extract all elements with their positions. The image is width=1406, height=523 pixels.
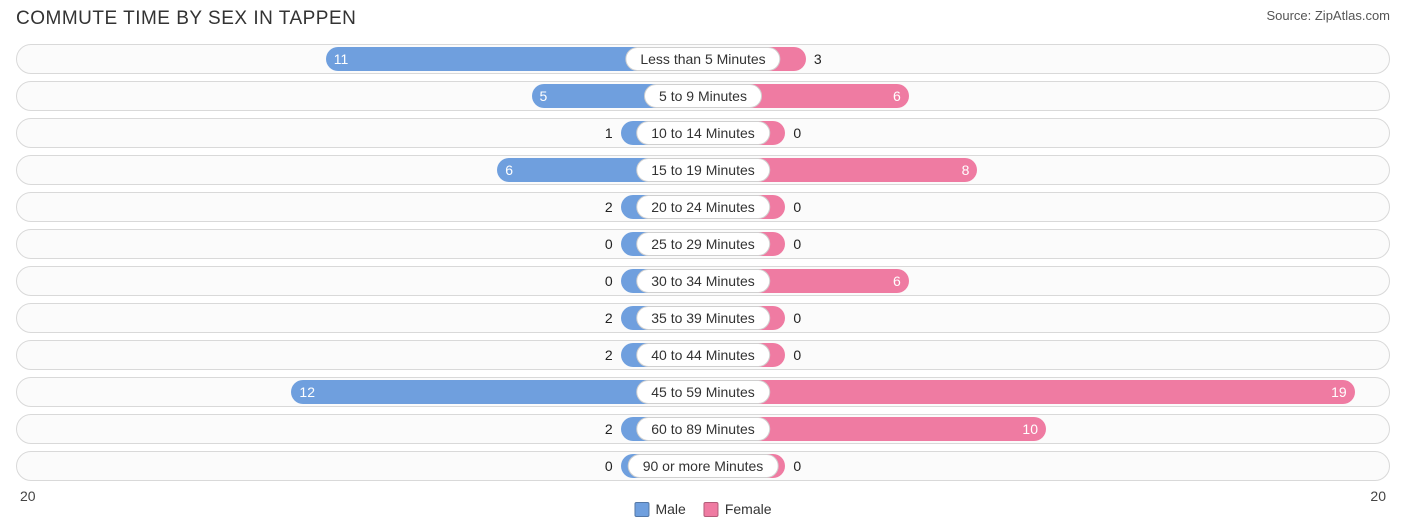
category-label: 25 to 29 Minutes (636, 232, 770, 256)
category-label: 60 to 89 Minutes (636, 417, 770, 441)
chart-row: 11 3 Less than 5 Minutes (16, 44, 1390, 74)
bar-female: 19 (703, 380, 1355, 404)
value-female: 3 (814, 47, 822, 71)
source-attribution: Source: ZipAtlas.com (1266, 8, 1390, 23)
value-male: 1 (605, 121, 613, 145)
category-label: 40 to 44 Minutes (636, 343, 770, 367)
legend-item-female: Female (704, 501, 772, 517)
value-male: 0 (605, 454, 613, 478)
axis-right-max: 20 (1370, 488, 1386, 504)
value-male: 11 (334, 47, 349, 71)
chart-row: 0 6 30 to 34 Minutes (16, 266, 1390, 296)
value-female: 0 (793, 195, 801, 219)
chart-row: 2 10 60 to 89 Minutes (16, 414, 1390, 444)
category-label: 10 to 14 Minutes (636, 121, 770, 145)
value-male: 2 (605, 195, 613, 219)
value-male: 2 (605, 306, 613, 330)
value-female: 0 (793, 343, 801, 367)
chart-title: Commute Time By Sex in Tappen (16, 8, 356, 30)
category-label: 5 to 9 Minutes (644, 84, 762, 108)
value-male: 12 (299, 380, 315, 404)
value-male: 0 (605, 232, 613, 256)
value-female: 6 (893, 84, 901, 108)
category-label: 30 to 34 Minutes (636, 269, 770, 293)
chart-row: 2 0 40 to 44 Minutes (16, 340, 1390, 370)
value-male: 2 (605, 417, 613, 441)
chart-row: 5 6 5 to 9 Minutes (16, 81, 1390, 111)
value-female: 10 (1022, 417, 1038, 441)
category-label: 35 to 39 Minutes (636, 306, 770, 330)
chart-row: 12 19 45 to 59 Minutes (16, 377, 1390, 407)
chart-row: 1 0 10 to 14 Minutes (16, 118, 1390, 148)
value-female: 0 (793, 306, 801, 330)
value-female: 6 (893, 269, 901, 293)
chart-row: 0 0 90 or more Minutes (16, 451, 1390, 481)
category-label: 15 to 19 Minutes (636, 158, 770, 182)
category-label: Less than 5 Minutes (625, 47, 780, 71)
value-female: 0 (793, 121, 801, 145)
chart-row: 0 0 25 to 29 Minutes (16, 229, 1390, 259)
axis-left-max: 20 (20, 488, 36, 504)
chart-row: 6 8 15 to 19 Minutes (16, 155, 1390, 185)
value-female: 8 (962, 158, 970, 182)
chart-container: Commute Time By Sex in Tappen Source: Zi… (0, 0, 1406, 523)
value-female: 19 (1331, 380, 1347, 404)
chart-row: 2 0 20 to 24 Minutes (16, 192, 1390, 222)
value-male: 0 (605, 269, 613, 293)
category-label: 45 to 59 Minutes (636, 380, 770, 404)
legend-swatch-male (634, 502, 649, 517)
value-male: 2 (605, 343, 613, 367)
value-female: 0 (793, 454, 801, 478)
legend-item-male: Male (634, 501, 685, 517)
legend-label-male: Male (655, 501, 685, 517)
value-male: 5 (540, 84, 548, 108)
chart-row: 2 0 35 to 39 Minutes (16, 303, 1390, 333)
header: Commute Time By Sex in Tappen Source: Zi… (16, 8, 1390, 38)
value-male: 6 (505, 158, 513, 182)
legend-swatch-female (704, 502, 719, 517)
category-label: 90 or more Minutes (628, 454, 779, 478)
category-label: 20 to 24 Minutes (636, 195, 770, 219)
chart-area: 113Less than 5 Minutes565 to 9 Minutes10… (16, 44, 1390, 481)
value-female: 0 (793, 232, 801, 256)
legend-label-female: Female (725, 501, 772, 517)
legend: Male Female (634, 501, 771, 517)
